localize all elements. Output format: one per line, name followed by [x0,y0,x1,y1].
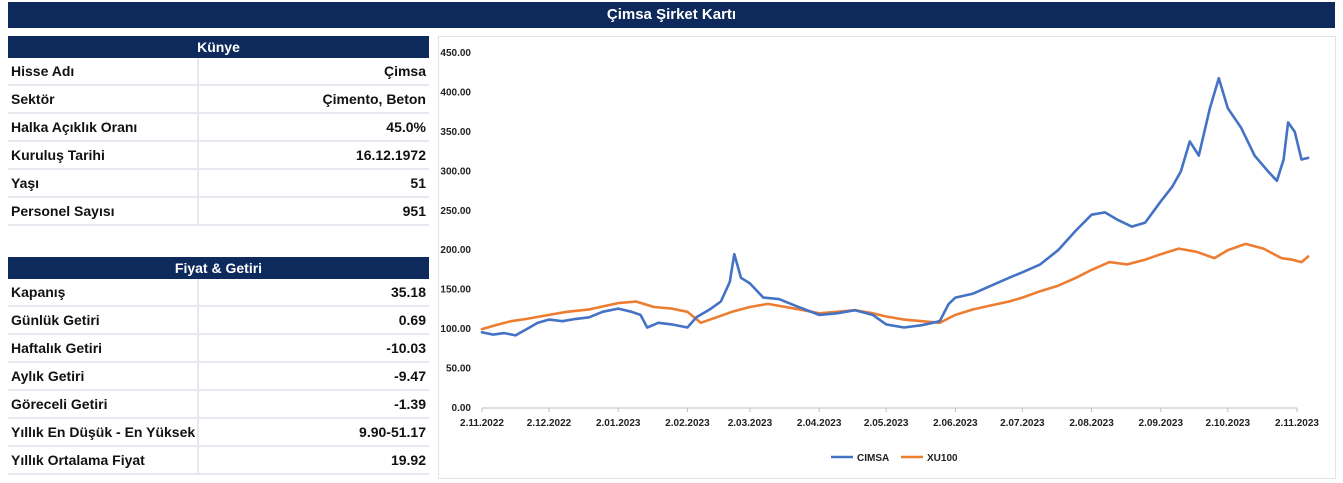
kunye-row: Yaşı 51 [8,170,429,198]
kunye-row: Halka Açıklık Oranı 45.0% [8,114,429,142]
row-value: Çimsa [383,63,426,79]
y-tick-label: 450.00 [440,48,471,59]
row-value: 35.18 [390,284,426,300]
row-value: -10.03 [386,340,426,356]
fiyat-panel: Fiyat & Getiri Kapanış 35.18 Günlük Getir… [8,257,429,475]
row-label: Kapanış [8,279,199,305]
kunye-row: Kuruluş Tarihi 16.12.1972 [8,142,429,170]
kunye-panel: Künye Hisse Adı Çimsa Sektör Çimento, Beto… [8,36,429,226]
legend: CIMSA XU100 [831,453,958,464]
row-value: -1.39 [394,396,426,412]
price-chart: 0.00 50.00 100.00 150.00 200.00 250.00 300.00 3… [438,36,1336,479]
fiyat-row: Kapanış 35.18 [8,279,429,307]
page-title: Çimsa Şirket Kartı [8,2,1335,28]
x-tick-label: 2.09.2023 [1139,418,1184,429]
series-line-cimsa [480,76,1310,337]
row-label: Yıllık En Düşük - En Yüksek [8,419,199,445]
row-label: Aylık Getiri [8,363,199,389]
series-line-xu100 [480,242,1310,331]
x-tick-label: 2.12.2022 [527,418,572,429]
legend-label: XU100 [927,453,958,464]
row-value: 19.92 [390,452,426,468]
y-tick-label: 50.00 [446,364,471,375]
x-tick-label: 2.10.2023 [1206,418,1251,429]
row-label: Personel Sayısı [8,198,199,224]
x-tick-label: 2.05.2023 [864,418,909,429]
kunye-row: Personel Sayısı 951 [8,198,429,226]
y-axis: 0.00 50.00 100.00 150.00 200.00 250.00 300.00 3… [440,48,471,414]
row-label: Günlük Getiri [8,307,199,333]
fiyat-row: Günlük Getiri 0.69 [8,307,429,335]
kunye-row: Hisse Adı Çimsa [8,58,429,86]
row-label: Hisse Adı [8,58,199,84]
fiyat-row: Yıllık Ortalama Fiyat 19.92 [8,447,429,475]
x-tick-label: 2.07.2023 [1000,418,1045,429]
x-axis: 2.11.2022 2.12.2022 2.01.2023 2.02.2023 2.03… [460,408,1319,429]
y-tick-label: 350.00 [440,127,471,138]
row-value: 16.12.1972 [355,147,426,163]
row-value: 951 [402,203,426,219]
row-value: 0.69 [398,312,426,328]
x-tick-label: 2.02.2023 [665,418,710,429]
row-label: Yıllık Ortalama Fiyat [8,447,199,473]
fiyat-header: Fiyat & Getiri [8,257,429,279]
legend-item: XU100 [901,453,958,464]
y-tick-label: 300.00 [440,166,471,177]
row-label: Sektör [8,86,199,112]
row-label: Halka Açıklık Oranı [8,114,199,140]
row-value: -9.47 [394,368,426,384]
x-tick-label: 2.11.2022 [460,418,504,429]
fiyat-row: Yıllık En Düşük - En Yüksek 9.90-51.17 [8,419,429,447]
y-tick-label: 150.00 [440,285,471,296]
row-label: Yaşı [8,170,199,196]
row-label: Kuruluş Tarihi [8,142,199,168]
fiyat-row: Haftalık Getiri -10.03 [8,335,429,363]
x-tick-label: 2.03.2023 [728,418,773,429]
legend-label: CIMSA [857,453,889,464]
legend-item: CIMSA [831,453,889,464]
series-lines [480,76,1310,337]
line-chart-svg: 0.00 50.00 100.00 150.00 200.00 250.00 300.00 3… [440,48,1319,464]
row-value: Çimento, Beton [322,91,426,107]
row-label: Göreceli Getiri [8,391,199,417]
kunye-header: Künye [8,36,429,58]
x-tick-label: 2.06.2023 [933,418,978,429]
x-tick-label: 2.04.2023 [797,418,842,429]
x-tick-label: 2.01.2023 [596,418,641,429]
kunye-row: Sektör Çimento, Beton [8,86,429,114]
y-tick-label: 400.00 [440,87,471,98]
y-tick-label: 100.00 [440,324,471,335]
row-label: Haftalık Getiri [8,335,199,361]
y-tick-label: 0.00 [452,403,472,414]
x-tick-label: 2.08.2023 [1069,418,1114,429]
y-tick-label: 250.00 [440,206,471,217]
x-tick-label: 2.11.2023 [1275,418,1319,429]
row-value: 45.0% [386,119,426,135]
fiyat-row: Aylık Getiri -9.47 [8,363,429,391]
row-value: 51 [410,175,426,191]
fiyat-row: Göreceli Getiri -1.39 [8,391,429,419]
row-value: 9.90-51.17 [359,424,426,440]
y-tick-label: 200.00 [440,245,471,256]
